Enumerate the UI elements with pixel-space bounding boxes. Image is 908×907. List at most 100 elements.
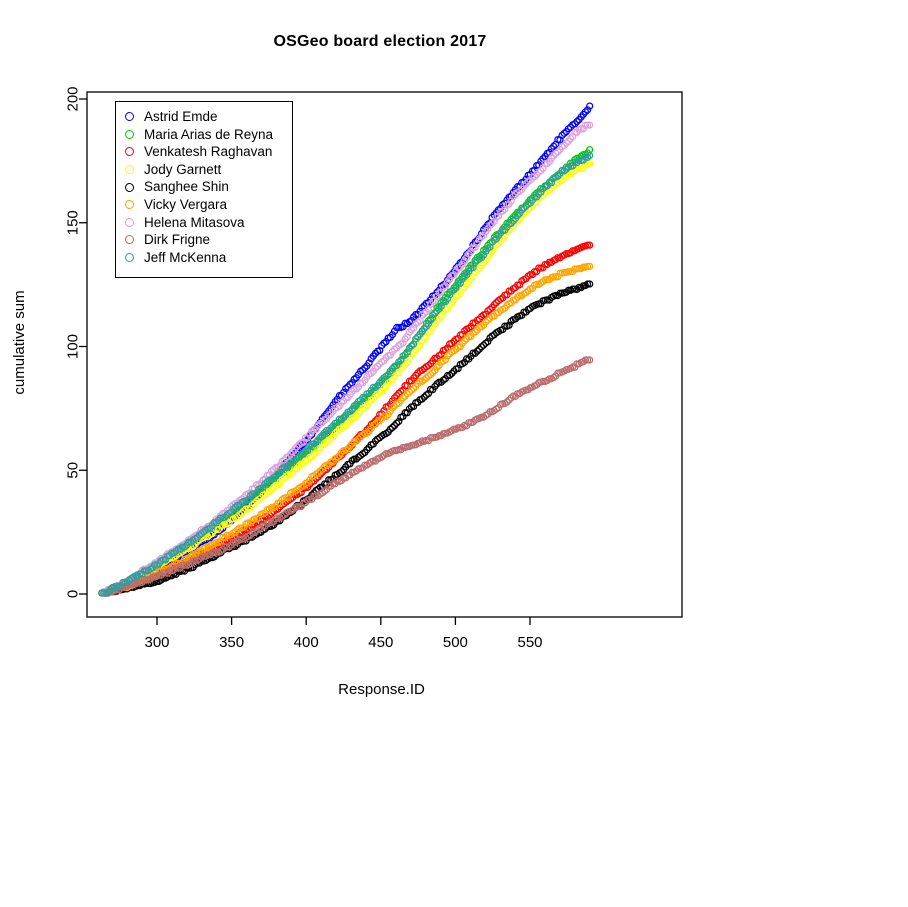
data-point — [420, 376, 428, 384]
data-point — [583, 262, 592, 271]
data-point — [586, 241, 594, 249]
data-point — [571, 120, 579, 128]
data-point — [407, 326, 416, 334]
data-point — [401, 335, 409, 343]
data-point — [240, 507, 248, 515]
data-point — [337, 398, 346, 407]
data-point — [499, 207, 507, 215]
legend-item: Jeff McKenna — [116, 249, 292, 267]
data-point — [204, 550, 212, 559]
data-point — [516, 292, 524, 300]
data-point — [437, 378, 445, 386]
data-point — [583, 153, 592, 161]
x-axis-tick-label: 450 — [368, 634, 393, 651]
legend-item-label: Maria Arias de Reyna — [144, 126, 274, 142]
data-point — [401, 360, 409, 369]
data-point — [513, 211, 522, 220]
data-point — [187, 538, 195, 546]
data-point — [320, 487, 329, 495]
data-point — [365, 359, 373, 367]
data-point — [566, 135, 575, 143]
data-point — [320, 440, 329, 448]
data-point — [573, 118, 581, 126]
data-point — [371, 383, 380, 392]
data-point — [405, 344, 414, 352]
data-point — [465, 324, 473, 333]
y-axis-tick-label: 200 — [65, 86, 82, 111]
data-point — [363, 429, 371, 437]
data-point — [581, 356, 590, 364]
data-point — [492, 299, 500, 307]
data-point — [265, 487, 273, 496]
data-point — [433, 292, 441, 300]
data-point — [388, 331, 397, 339]
data-point — [433, 307, 441, 315]
data-point — [586, 151, 594, 160]
data-point — [382, 338, 390, 346]
data-point — [344, 419, 352, 427]
data-point — [310, 426, 318, 434]
data-point — [558, 131, 566, 139]
data-point — [471, 328, 479, 336]
data-point — [274, 514, 282, 522]
data-point — [467, 322, 475, 331]
data-point — [407, 342, 416, 350]
data-point — [253, 489, 261, 497]
data-point — [380, 384, 388, 392]
data-point — [564, 267, 573, 276]
legend-item-label: Jody Garnett — [144, 161, 222, 177]
data-point — [403, 409, 411, 417]
data-point — [424, 361, 433, 370]
data-point — [316, 433, 324, 441]
data-point — [378, 414, 386, 423]
data-point — [490, 301, 498, 309]
data-point — [503, 291, 511, 299]
data-point — [552, 255, 560, 264]
data-point — [331, 429, 339, 437]
data-point — [441, 356, 450, 364]
data-point — [405, 388, 414, 396]
data-point — [537, 188, 545, 196]
data-point — [316, 444, 324, 452]
data-point — [269, 483, 278, 491]
data-point — [352, 437, 360, 445]
data-point — [361, 461, 369, 469]
data-point — [409, 402, 418, 411]
page-title: OSGeo board election 2017 — [273, 33, 487, 50]
data-point — [225, 519, 233, 527]
data-point — [166, 567, 174, 575]
data-point — [482, 318, 490, 326]
legend-item-label: Sanghee Shin — [144, 179, 229, 195]
data-point — [463, 254, 471, 262]
data-point — [371, 364, 380, 372]
data-point — [170, 565, 178, 574]
data-point — [452, 293, 460, 301]
data-point — [382, 412, 390, 421]
legend-marker-icon — [125, 129, 134, 139]
data-point — [586, 280, 594, 288]
data-point — [248, 490, 257, 498]
data-point — [206, 550, 214, 559]
legend-item: Vicky Vergara — [116, 196, 292, 214]
y-axis-tick-label: 0 — [65, 590, 82, 598]
data-point — [535, 190, 543, 198]
data-point — [384, 371, 392, 379]
data-point — [586, 121, 594, 129]
data-point — [507, 394, 515, 402]
data-point — [119, 578, 127, 587]
data-point — [403, 358, 411, 366]
y-axis-tick-label: 50 — [65, 462, 82, 479]
data-point — [454, 334, 462, 343]
data-point — [420, 324, 428, 333]
x-axis-tick-label: 500 — [443, 634, 468, 651]
data-point — [172, 547, 180, 555]
data-point — [575, 156, 583, 165]
data-point — [265, 505, 273, 514]
data-point — [367, 396, 375, 405]
data-point — [407, 386, 416, 394]
data-point — [575, 264, 583, 273]
data-point — [488, 220, 496, 228]
data-point — [361, 376, 369, 384]
legend: Astrid Emde Maria Arias de Reyna Venkatesh… — [115, 101, 293, 278]
